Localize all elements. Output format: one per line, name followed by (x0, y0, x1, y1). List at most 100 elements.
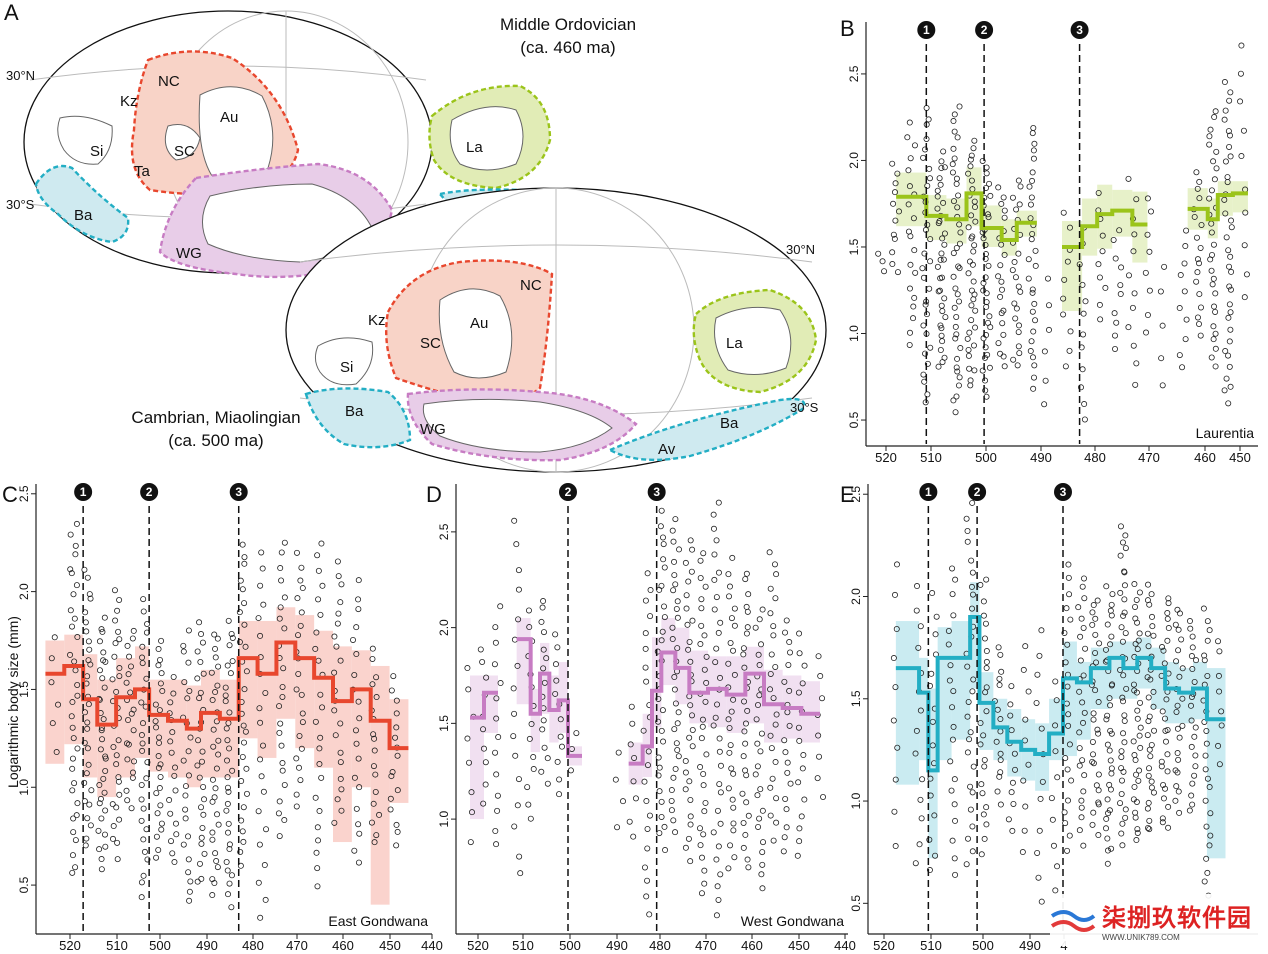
data-point (910, 303, 917, 310)
data-point (936, 287, 943, 294)
data-point (698, 622, 705, 629)
data-point (699, 723, 706, 730)
panel-label-b: B (840, 16, 855, 41)
data-point (109, 835, 116, 842)
data-point (1118, 790, 1125, 797)
data-point (525, 801, 532, 808)
data-point (371, 839, 378, 846)
confidence-box (1206, 668, 1226, 859)
event-marker-number: 3 (235, 485, 242, 499)
data-point (1000, 353, 1007, 360)
data-point (1194, 256, 1201, 263)
data-point (727, 640, 734, 647)
data-point (197, 659, 204, 666)
data-point (1131, 581, 1138, 588)
data-point (699, 716, 706, 723)
data-point (1122, 532, 1129, 539)
data-point (1030, 124, 1037, 131)
data-point (950, 688, 957, 695)
data-point (1029, 289, 1036, 296)
data-point (223, 725, 230, 732)
data-point (662, 847, 669, 854)
data-point (317, 611, 324, 618)
data-point (1209, 251, 1216, 258)
data-point (1090, 710, 1097, 717)
data-point (773, 711, 780, 718)
data-point (1094, 597, 1101, 604)
data-point (331, 707, 338, 714)
data-point (1165, 625, 1172, 632)
data-point (1066, 347, 1073, 354)
data-point (214, 864, 221, 871)
data-point (715, 629, 722, 636)
data-point (947, 758, 954, 765)
data-point (1062, 363, 1069, 370)
data-point (215, 751, 222, 758)
data-point (927, 258, 934, 265)
data-point (243, 668, 250, 675)
data-point (698, 596, 705, 603)
data-point (700, 771, 707, 778)
data-point (180, 642, 187, 649)
data-point (186, 888, 193, 895)
data-point (686, 638, 693, 645)
data-point (905, 167, 912, 174)
data-point (73, 812, 80, 819)
data-point (493, 715, 500, 722)
data-point (1032, 262, 1039, 269)
data-point (1081, 595, 1088, 602)
data-point (905, 201, 912, 208)
data-point (770, 632, 777, 639)
data-point (698, 605, 705, 612)
event-marker-badge (559, 483, 577, 501)
data-point (1221, 387, 1228, 394)
data-point (768, 651, 775, 658)
watermark-logo-icon (1050, 910, 1096, 932)
data-point (1001, 251, 1008, 258)
data-point (1015, 177, 1022, 184)
data-point (157, 802, 164, 809)
data-point (969, 688, 976, 695)
data-point (224, 662, 231, 669)
data-point (715, 843, 722, 850)
data-point (1240, 127, 1247, 134)
data-point (1104, 621, 1111, 628)
data-point (980, 598, 987, 605)
data-point (949, 736, 956, 743)
confidence-box (276, 607, 296, 719)
data-point (144, 621, 151, 628)
data-point (317, 691, 324, 698)
data-point (924, 221, 931, 228)
data-point (689, 743, 696, 750)
data-point (1226, 263, 1233, 270)
data-point (1227, 153, 1234, 160)
data-point (968, 287, 975, 294)
data-point (642, 630, 649, 637)
data-point (240, 838, 247, 845)
event-marker-badge (140, 483, 159, 501)
data-point (658, 798, 665, 805)
data-point (1132, 640, 1139, 647)
data-point (688, 568, 695, 575)
data-point (687, 858, 694, 865)
data-point (141, 848, 148, 855)
data-point (1078, 615, 1085, 622)
data-point (84, 574, 91, 581)
data-point (1125, 175, 1132, 182)
data-point (758, 871, 765, 878)
data-point (743, 570, 750, 577)
data-point (969, 789, 976, 796)
data-point (970, 763, 977, 770)
data-point (277, 565, 284, 572)
data-point (1031, 140, 1038, 147)
data-point (1104, 796, 1111, 803)
data-point (626, 818, 633, 825)
data-point (1065, 797, 1072, 804)
data-point (338, 581, 345, 588)
data-point (258, 549, 265, 556)
data-point (210, 743, 217, 750)
cambrian-avalonia-baltica (607, 397, 806, 462)
data-point (671, 726, 678, 733)
cambrian-lat-s: 30°S (790, 400, 819, 415)
data-point (1093, 659, 1100, 666)
